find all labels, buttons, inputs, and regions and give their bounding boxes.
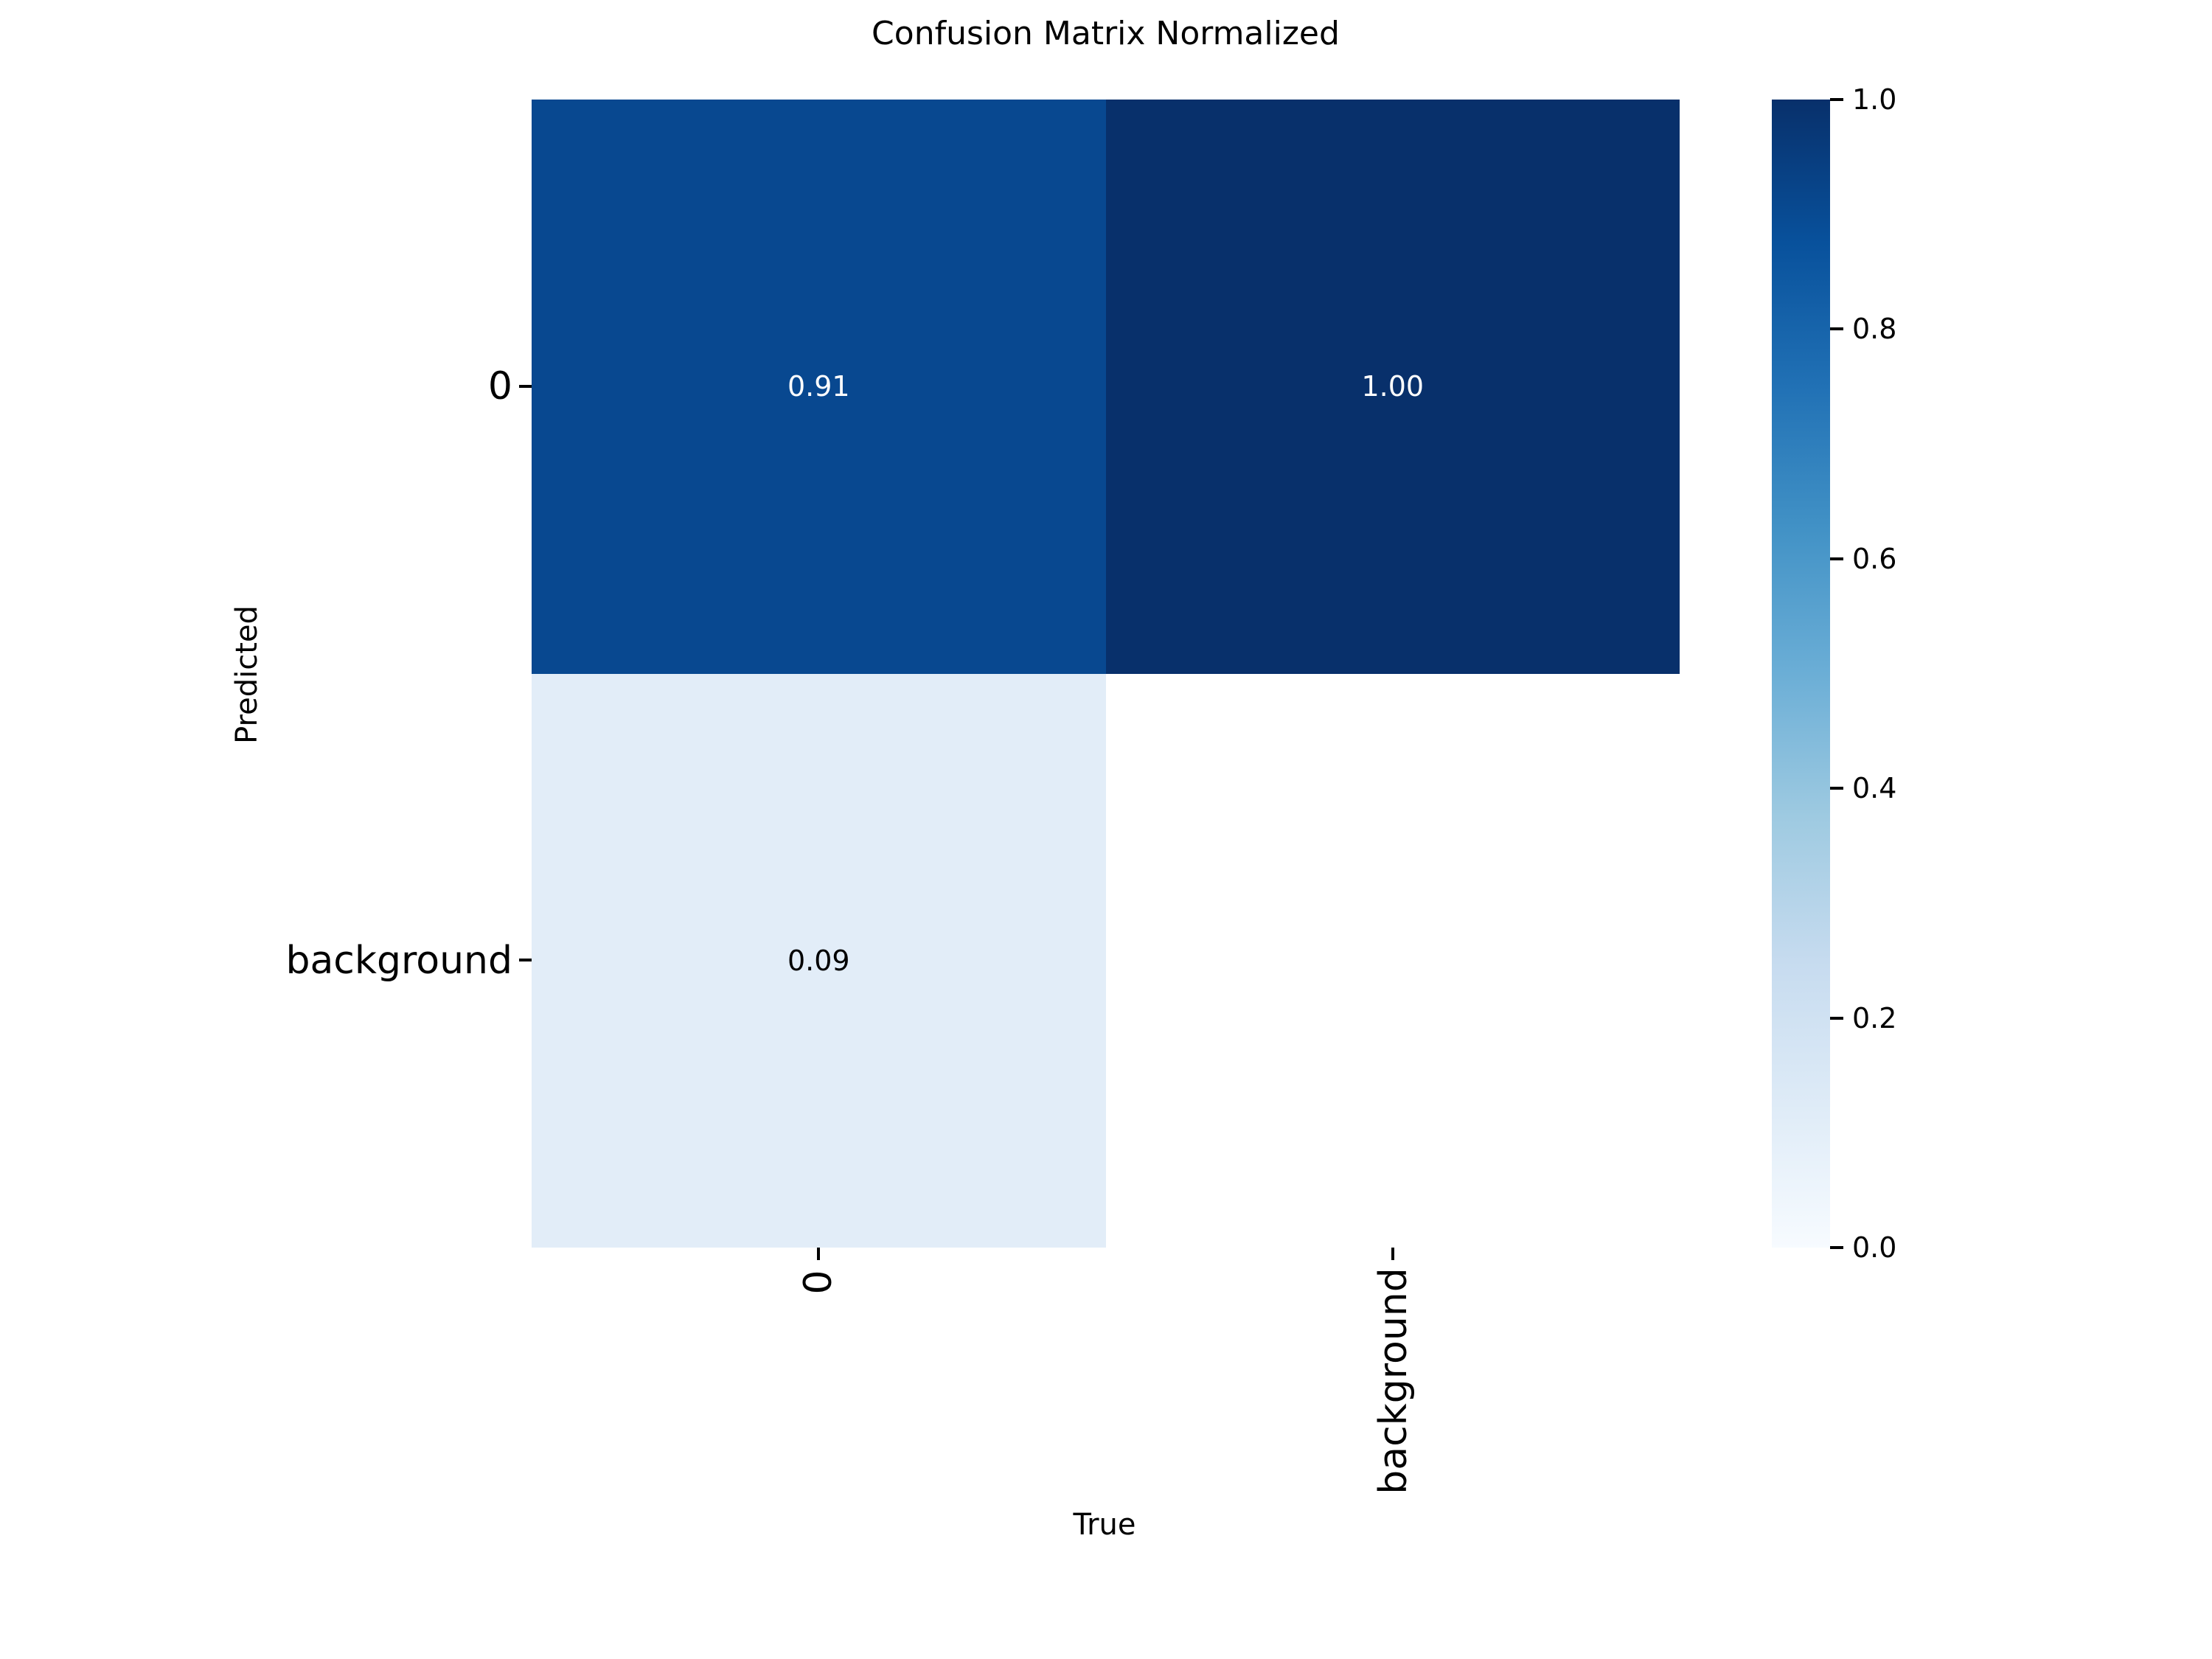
cell-value-predbackground-true0: 0.09 xyxy=(787,944,850,977)
heatmap-cell-pred0-truebackground: 1.00 xyxy=(1105,100,1680,674)
x-tick-mark-background xyxy=(1391,1248,1394,1260)
colorbar-gradient xyxy=(1772,100,1830,1248)
heatmap-cell-pred0-true0: 0.91 xyxy=(532,100,1106,674)
chart-title: Confusion Matrix Normalized xyxy=(872,15,1340,52)
colorbar-tick-mark xyxy=(1830,1017,1843,1020)
colorbar-tick-mark xyxy=(1830,98,1843,101)
x-tick-label-background: background xyxy=(1371,1267,1416,1495)
cell-value-pred0-true0: 0.91 xyxy=(787,370,850,403)
colorbar-tick-label: 0.2 xyxy=(1852,1002,1897,1034)
x-tick-label-0: 0 xyxy=(796,1270,841,1295)
colorbar-tick-mark xyxy=(1830,557,1843,560)
colorbar-tick-0.0: 0.0 xyxy=(1830,1234,1896,1262)
heatmap-cell-predbackground-truebackground xyxy=(1105,673,1680,1248)
colorbar-tick-0.8: 0.8 xyxy=(1830,315,1896,343)
colorbar-tick-label: 0.8 xyxy=(1852,313,1897,345)
colorbar-tick-0.2: 0.2 xyxy=(1830,1004,1896,1032)
y-axis-label: Predicted xyxy=(230,605,264,744)
cell-value-pred0-truebackground: 1.00 xyxy=(1361,370,1425,403)
x-tick-mark-0 xyxy=(817,1248,820,1260)
heatmap-cell-predbackground-true0: 0.09 xyxy=(532,673,1106,1248)
colorbar-tick-label: 0.4 xyxy=(1852,772,1897,804)
y-tick-label-0: 0 xyxy=(487,364,512,408)
colorbar-tick-mark xyxy=(1830,1246,1843,1249)
colorbar-tick-mark xyxy=(1830,787,1843,790)
heatmap-grid: 0.91 1.00 0.09 xyxy=(532,100,1680,1248)
colorbar-tick-mark xyxy=(1830,327,1843,330)
colorbar-tick-1.0: 1.0 xyxy=(1830,86,1896,114)
y-tick-mark-background xyxy=(519,959,532,961)
colorbar-tick-0.4: 0.4 xyxy=(1830,774,1896,802)
colorbar-tick-label: 0.6 xyxy=(1852,543,1897,575)
colorbar-tick-label: 1.0 xyxy=(1852,83,1897,116)
colorbar-tick-0.6: 0.6 xyxy=(1830,545,1896,573)
y-tick-mark-0 xyxy=(519,385,532,388)
x-axis-label: True xyxy=(1073,1508,1136,1542)
y-tick-label-background: background xyxy=(285,939,512,983)
colorbar-tick-label: 0.0 xyxy=(1852,1231,1897,1264)
